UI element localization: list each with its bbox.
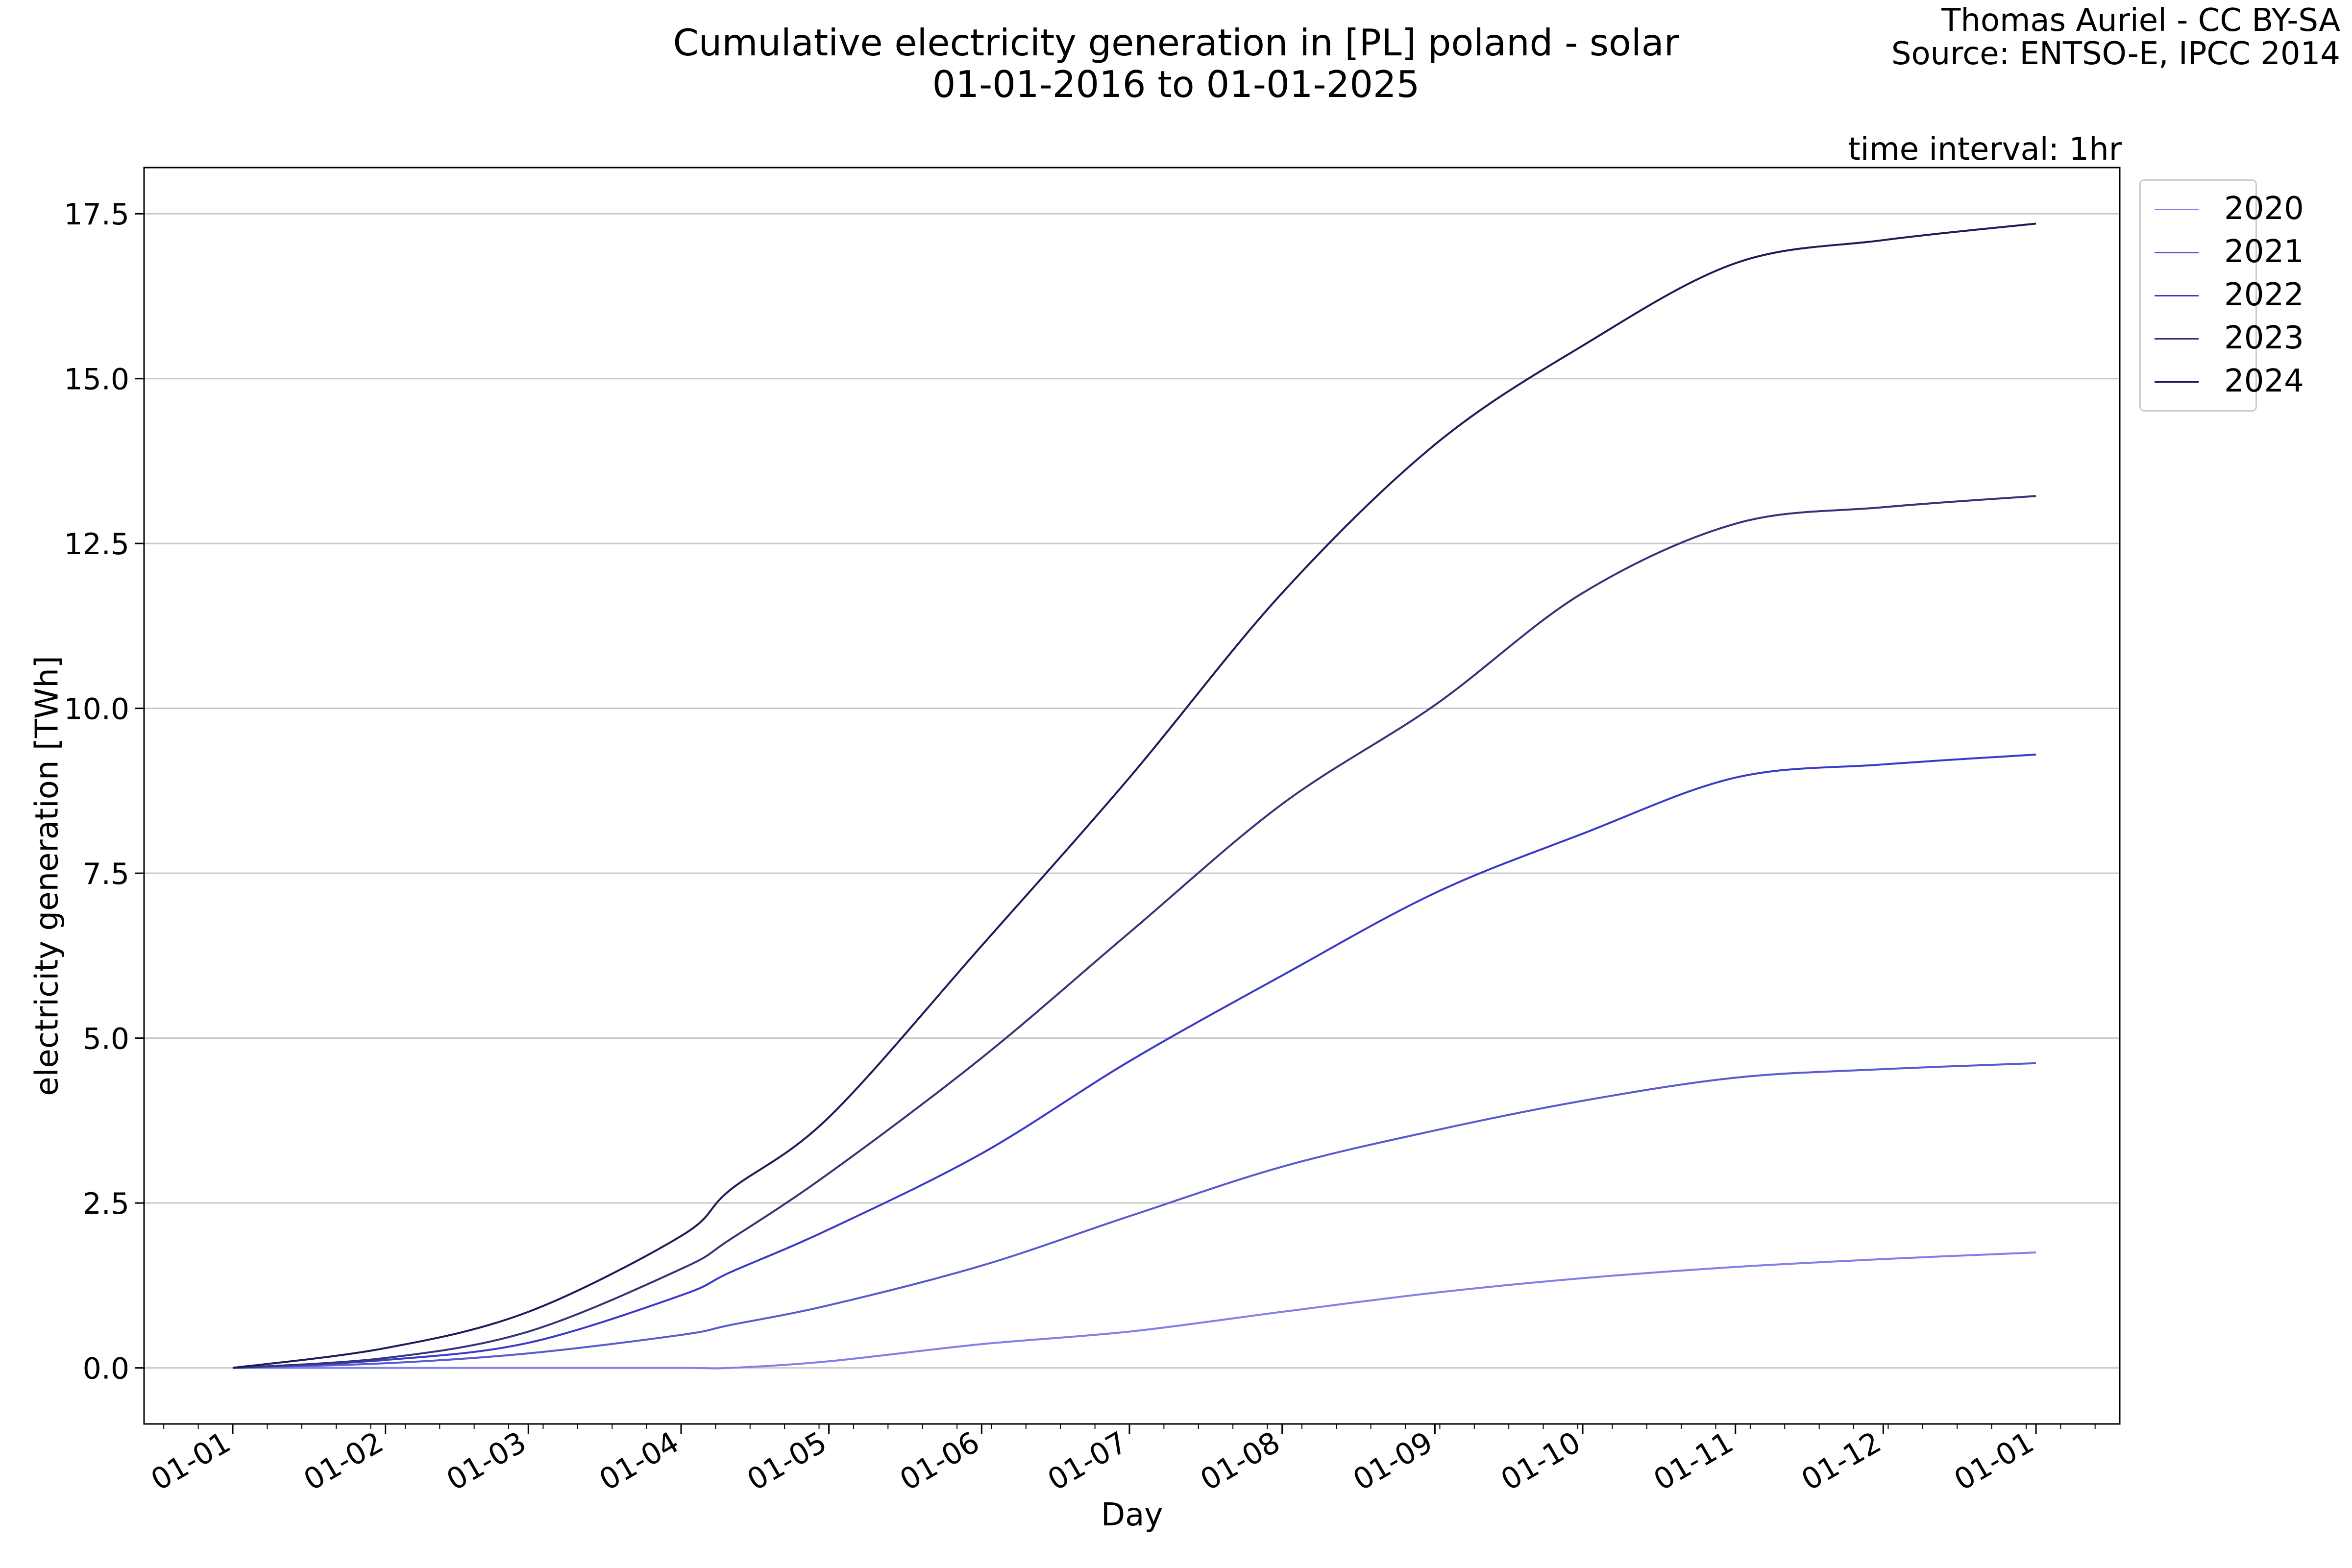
y-axis-label: electricity generation [TWh] [29,656,66,1096]
y-tick-label: 10.0 [64,692,129,727]
time-interval-note: time interval: 1hr [1848,131,2122,168]
legend-item: 2023 [2141,317,2304,360]
legend-swatch [2155,381,2199,383]
legend-label: 2020 [2224,191,2304,227]
legend-swatch [2155,295,2199,296]
y-tick-label: 5.0 [83,1022,129,1056]
legend-swatch [2155,338,2199,340]
chart-title: Cumulative electricity generation in [PL… [673,21,1679,64]
series-line-2020 [232,1251,2036,1370]
legend: 2020 2021 2022 2023 2024 [2139,179,2304,412]
x-tick-label: 01-01 [1949,1425,2040,1497]
legend-item: 2024 [2141,360,2304,403]
legend-label: 2023 [2224,320,2304,356]
y-tick-label: 2.5 [83,1187,129,1221]
y-tick-label: 7.5 [83,857,129,891]
legend-label: 2024 [2224,363,2304,399]
legend-swatch [2155,252,2199,253]
series-line-2022 [232,753,2036,1369]
source-credit: Source: ENTSO-E, IPCC 2014 [1891,36,2340,72]
x-tick-label: 01-05 [741,1425,833,1497]
author-credit: Thomas Auriel - CC BY-SA [1941,2,2340,39]
legend-label: 2021 [2224,234,2304,270]
x-tick-label: 01-06 [894,1425,985,1497]
x-tick-label: 01-09 [1348,1425,1439,1497]
series-line-2023 [232,495,2036,1369]
legend-label: 2022 [2224,277,2304,313]
legend-item: 2020 [2141,188,2304,231]
x-tick-label: 01-11 [1648,1425,1739,1497]
y-tick-label: 12.5 [64,527,129,562]
x-tick-label: 01-08 [1195,1425,1286,1497]
legend-item: 2021 [2141,231,2304,274]
series-line-2021 [232,1062,2036,1369]
y-tick-label: 15.0 [64,363,129,397]
x-tick-label: 01-10 [1495,1425,1587,1497]
x-tick-label: 01-02 [298,1425,389,1497]
x-tick-label: 01-12 [1796,1425,1887,1497]
plot-frame [143,167,2121,1425]
y-tick-label: 17.5 [64,197,129,232]
x-tick-label: 01-04 [593,1425,685,1497]
legend-swatch [2155,209,2199,210]
x-tick-label: 01-07 [1042,1425,1133,1497]
y-tick-label: 0.0 [83,1352,129,1386]
x-tick-label: 01-01 [145,1425,236,1497]
x-tick-label: 01-03 [441,1425,532,1497]
series-line-2024 [232,222,2036,1369]
legend-item: 2022 [2141,274,2304,317]
x-axis-label: Day [1101,1497,1163,1533]
chart-subtitle: 01-01-2016 to 01-01-2025 [932,63,1420,106]
